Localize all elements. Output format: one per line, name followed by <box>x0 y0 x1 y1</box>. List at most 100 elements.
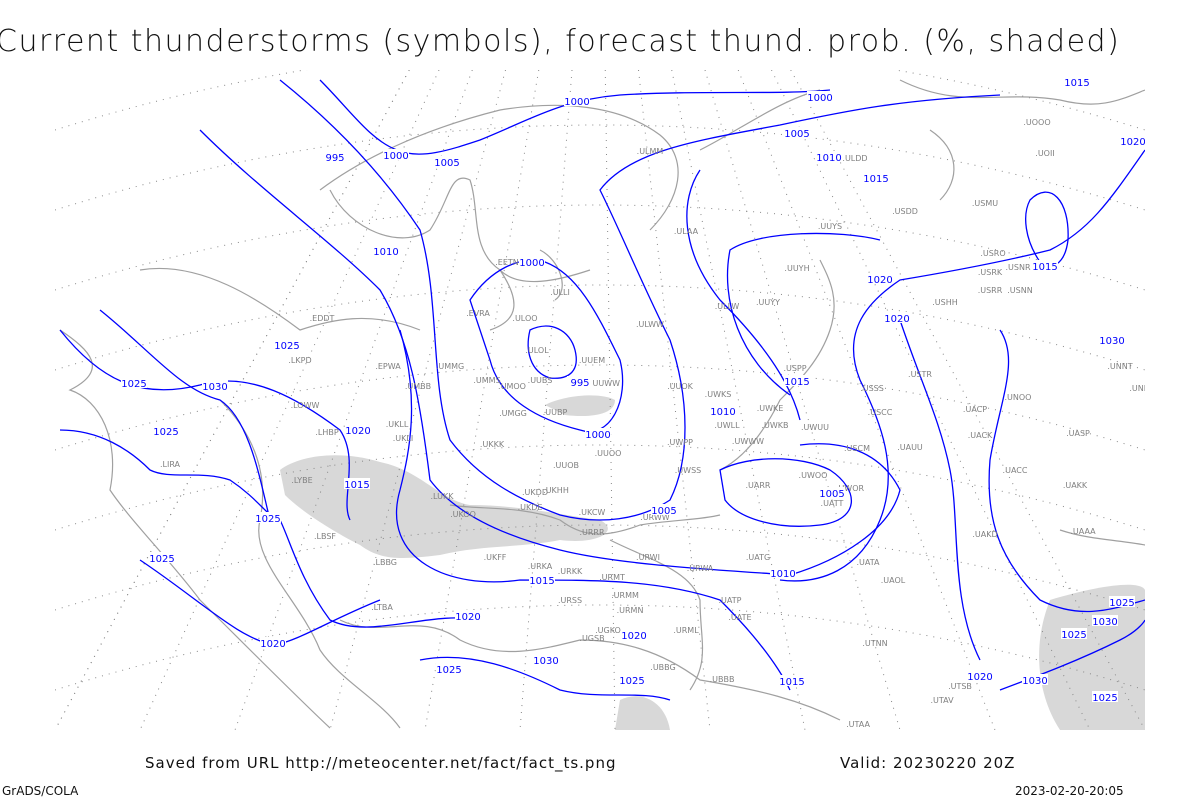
station-label: .UMMS <box>473 376 500 385</box>
parallel <box>55 124 1145 211</box>
isobar-label: 1005 <box>784 129 809 140</box>
coastline <box>1059 529 1145 546</box>
station-label: .UWSS <box>675 466 701 475</box>
isobar-label-bg <box>779 675 805 686</box>
station-label: .UWOR <box>836 484 865 493</box>
isobar-label-bg <box>455 610 481 621</box>
parallel <box>55 364 1145 451</box>
isobar-label-bg <box>274 339 300 350</box>
isobar-label: 1020 <box>260 639 285 650</box>
station-label: .UWKB <box>761 421 788 430</box>
isobar-label-bg <box>807 91 833 102</box>
station-label: .URML <box>673 626 699 635</box>
station-label: .UATA <box>857 558 881 567</box>
station-label: .UACC <box>1003 466 1028 475</box>
station-label: .UOOO <box>1023 118 1050 127</box>
software-credit: GrADS/COLA <box>2 784 79 798</box>
generated-timestamp: 2023-02-20-20:05 <box>1015 784 1124 798</box>
isobar-label: 1015 <box>784 377 809 388</box>
coastline <box>929 129 955 201</box>
isobar-label-bg <box>1022 674 1048 685</box>
isobar-line <box>59 329 351 521</box>
isobar-label-bg <box>1120 135 1145 146</box>
station-label: .UNBB <box>1129 384 1154 393</box>
coastline <box>609 539 704 691</box>
station-label: .USCM <box>844 444 870 453</box>
coastline <box>449 504 721 535</box>
isobar-line <box>319 79 831 155</box>
station-label: .UMBB <box>405 382 431 391</box>
station-label: .ULDD <box>842 154 867 163</box>
isobar-label: 1000 <box>519 258 544 269</box>
station-label: .LIRA <box>160 460 181 469</box>
station-label: .USNR <box>1005 263 1030 272</box>
station-label: .EVRA <box>466 309 490 318</box>
station-label: .UACP <box>963 405 987 414</box>
station-label: .UUOO <box>595 449 622 458</box>
station-label: .USNN <box>1007 286 1032 295</box>
station-label: .UAAA <box>1070 527 1096 536</box>
station-label: .UBBG <box>650 663 675 672</box>
meridian <box>737 70 996 730</box>
isobar-label-bg <box>784 127 810 138</box>
station-label: .UARR <box>746 481 771 490</box>
station-label: .URRR <box>579 528 605 537</box>
isobar-label: 1025 <box>149 554 174 565</box>
isobar-line <box>719 458 853 527</box>
station-label: .UUBP <box>543 408 568 417</box>
station-label: .UKDD <box>522 488 548 497</box>
isobar-line <box>199 129 901 576</box>
station-label: .LYBE <box>291 476 312 485</box>
isobar-label-bg <box>567 376 593 387</box>
station-label: .ULOO <box>512 314 537 323</box>
station-label: .UKFF <box>484 553 507 562</box>
station-label: .UAKK <box>1063 481 1088 490</box>
isobar-label: 1020 <box>967 672 992 683</box>
station-label: .UATG <box>746 553 770 562</box>
station-label: .UWPP <box>667 438 693 447</box>
isobar-label-bg <box>1032 260 1058 271</box>
isobar-label-bg <box>1109 596 1135 607</box>
isobar-label: 1020 <box>621 631 646 642</box>
station-label: .UNNT <box>1107 362 1132 371</box>
station-label: .ULMM <box>637 147 664 156</box>
station-label: .ULLW <box>715 302 740 311</box>
isobar-label-bg <box>434 156 460 167</box>
isobar-label: 1030 <box>1099 336 1124 347</box>
station-label: .ULAA <box>674 227 699 236</box>
probability-shade-area <box>545 395 615 417</box>
isobar-label-bg <box>533 654 559 665</box>
station-label: .UWKS <box>705 390 732 399</box>
station-label: .URWW <box>640 513 670 522</box>
probability-shade-area <box>615 696 670 730</box>
station-label: .USHH <box>932 298 958 307</box>
isobar-label: 1020 <box>455 612 480 623</box>
station-label: .UUOB <box>553 461 579 470</box>
isobar-label: 1025 <box>436 665 461 676</box>
station-label: .USPP <box>783 364 806 373</box>
isobar-label: 1015 <box>779 677 804 688</box>
valid-time: Valid: 20230220 20Z <box>840 754 1016 772</box>
station-label: .USCC <box>868 408 893 417</box>
station-label: .UUYY <box>756 298 780 307</box>
isobar-label-bg <box>153 425 179 436</box>
isobar-line <box>99 309 271 521</box>
station-label: .UUWW <box>590 379 620 388</box>
station-label: .LUKK <box>431 492 455 501</box>
coastline <box>219 399 401 729</box>
station-label: .UKLL <box>386 420 409 429</box>
isobar-label-bg <box>816 151 842 162</box>
station-label: .LOWW <box>291 401 320 410</box>
station-label: .UWUU <box>801 423 829 432</box>
isobar-label-bg <box>1099 334 1125 345</box>
isobar-label-bg <box>867 273 893 284</box>
isobar-label-bg <box>863 172 889 183</box>
coastline <box>329 177 591 283</box>
station-label: .UMOO <box>498 382 526 391</box>
parallel <box>55 284 1145 371</box>
station-label: .UUBS <box>528 376 553 385</box>
station-label: .ULOL <box>525 346 549 355</box>
station-label: .URWA <box>687 564 714 573</box>
station-label: .LBSF <box>314 532 336 541</box>
station-label: .LHBP <box>315 428 339 437</box>
